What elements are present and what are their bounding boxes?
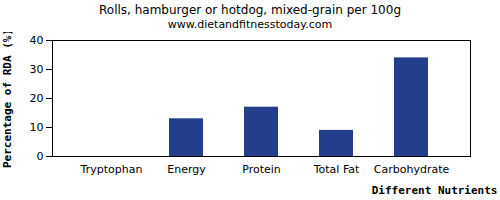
html-text:Rolls, hamburger or hotdog, mi: Rolls, hamburger or hotdog, mixed-grain … xyxy=(99,3,401,17)
svg-text:Tryptophan: Tryptophan xyxy=(80,163,143,176)
svg-text:30: 30 xyxy=(30,63,44,76)
svg-text:40: 40 xyxy=(30,34,44,47)
svg-text:0: 0 xyxy=(37,150,44,163)
svg-text:Total Fat: Total Fat xyxy=(313,163,360,176)
svg-text:20: 20 xyxy=(30,92,44,105)
svg-text:Percentage of RDA (%): Percentage of RDA (%) xyxy=(1,32,14,168)
svg-text:Different Nutrients: Different Nutrients xyxy=(372,184,498,197)
svg-text:10: 10 xyxy=(30,121,44,134)
svg-text:Protein: Protein xyxy=(242,163,281,176)
svg-text:Carbohydrate: Carbohydrate xyxy=(374,163,450,176)
html-text:www.dietandfitnesstoday.com: www.dietandfitnesstoday.com xyxy=(167,18,333,31)
svg-text:Energy: Energy xyxy=(167,163,206,176)
